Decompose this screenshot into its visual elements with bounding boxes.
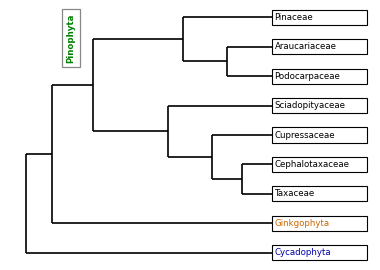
FancyBboxPatch shape: [272, 98, 367, 113]
FancyBboxPatch shape: [272, 10, 367, 25]
Text: Sciadopityaceae: Sciadopityaceae: [274, 101, 345, 110]
FancyBboxPatch shape: [272, 157, 367, 172]
FancyBboxPatch shape: [272, 186, 367, 201]
Text: Pinaceae: Pinaceae: [274, 13, 313, 22]
FancyBboxPatch shape: [272, 69, 367, 84]
Text: Podocarpaceae: Podocarpaceae: [274, 72, 340, 81]
Text: Cycadophyta: Cycadophyta: [274, 248, 331, 257]
Text: Ginkgophyta: Ginkgophyta: [274, 219, 330, 228]
Text: Pinophyta: Pinophyta: [66, 13, 75, 63]
FancyBboxPatch shape: [272, 127, 367, 143]
Text: Taxaceae: Taxaceae: [274, 189, 315, 198]
FancyBboxPatch shape: [272, 245, 367, 260]
FancyBboxPatch shape: [272, 215, 367, 231]
Text: Araucariaceae: Araucariaceae: [274, 42, 337, 51]
FancyBboxPatch shape: [272, 39, 367, 55]
FancyBboxPatch shape: [62, 9, 80, 68]
Text: Cupressaceae: Cupressaceae: [274, 130, 335, 140]
Text: Cephalotaxaceae: Cephalotaxaceae: [274, 160, 350, 169]
